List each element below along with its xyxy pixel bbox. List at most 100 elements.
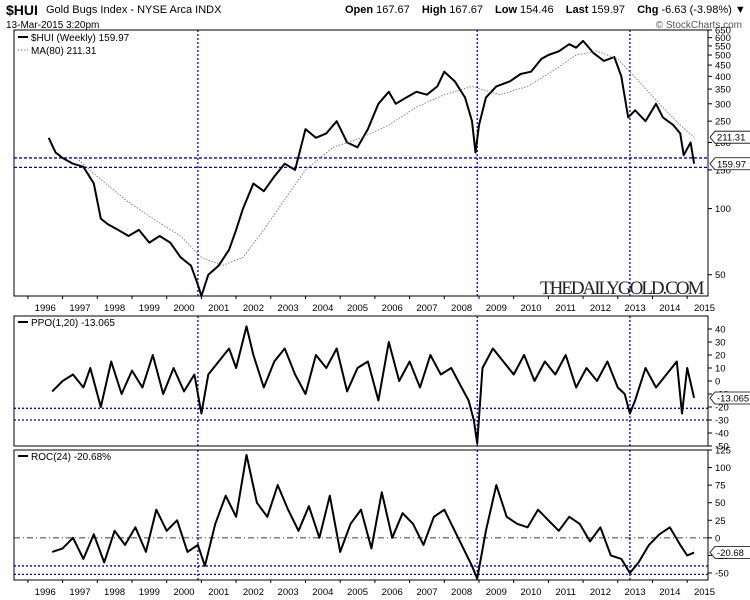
panel-title: PPO(1,20) -13.065 xyxy=(31,318,115,329)
x-tick-label: 2009 xyxy=(486,587,507,598)
high-label: High xyxy=(421,4,447,16)
x-tick-label: 2009 xyxy=(486,303,507,314)
symbol: $HUI xyxy=(6,2,38,18)
x-tick-label: 2015 xyxy=(694,303,715,314)
last-label: Last xyxy=(565,4,589,16)
low-value: 154.46 xyxy=(520,4,554,16)
y-tick-label: 100 xyxy=(715,463,731,474)
x-tick-label: 2008 xyxy=(451,587,472,598)
panel-frame-2 xyxy=(13,449,709,581)
x-tick-label: 2005 xyxy=(347,587,368,598)
y-tick-label: 500 xyxy=(715,51,731,62)
y-tick-label: 250 xyxy=(715,117,731,128)
price-series-line xyxy=(51,453,695,580)
ma-value-tag-box xyxy=(709,130,750,144)
timestamp: 13-Mar-2015 3:20pm xyxy=(6,20,100,31)
y-tick-label: 40 xyxy=(715,325,726,336)
roc-value-tag-box xyxy=(709,545,750,559)
y-tick-label: 150 xyxy=(715,165,731,176)
x-tick-label: 2007 xyxy=(416,303,437,314)
y-tick-label: 600 xyxy=(715,33,731,44)
x-tick-label: 2010 xyxy=(520,587,541,598)
x-tick-label: 2003 xyxy=(278,303,299,314)
x-tick-label: 2002 xyxy=(243,587,264,598)
y-tick-label: -40 xyxy=(715,429,729,440)
x-tick-label: 2000 xyxy=(173,303,194,314)
last-value-tag-box xyxy=(709,157,750,171)
y-tick-label: 50 xyxy=(715,270,726,281)
last-value-tag: 159.97 xyxy=(717,159,746,170)
x-tick-label: 1999 xyxy=(139,587,160,598)
x-tick-label: 2004 xyxy=(312,587,333,598)
y-tick-label: -50 xyxy=(715,442,729,453)
y-tick-label: 400 xyxy=(715,72,731,83)
x-tick-label: 2011 xyxy=(556,303,576,314)
x-tick-label: 1998 xyxy=(104,303,125,314)
x-tick-label: 1996 xyxy=(35,587,56,598)
x-tick-label: 1997 xyxy=(69,303,90,314)
y-tick-label: 30 xyxy=(715,338,726,349)
x-tick-label: 2013 xyxy=(625,303,646,314)
y-tick-label: 0 xyxy=(715,533,720,544)
x-tick-label: 2010 xyxy=(520,303,541,314)
x-tick-label: 2014 xyxy=(659,587,680,598)
x-tick-label: 2008 xyxy=(451,303,472,314)
ppo-value-tag-box xyxy=(709,391,750,405)
ma-value-tag: 211.31 xyxy=(717,133,745,144)
x-tick-label: 2001 xyxy=(208,587,229,598)
y-tick-label: 125 xyxy=(715,446,731,457)
x-tick-label: 2015 xyxy=(694,587,715,598)
chg-down-icon: ▼ xyxy=(734,4,746,16)
x-tick-label: 2013 xyxy=(625,587,646,598)
y-tick-label: 650 xyxy=(715,26,731,37)
y-tick-label: 25 xyxy=(715,516,726,527)
open-value: 167.67 xyxy=(376,4,410,16)
y-tick-label: -20 xyxy=(715,403,729,414)
copyright: © StockCharts.com xyxy=(655,20,742,31)
x-tick-label: 2001 xyxy=(208,303,229,314)
panel-frame-0 xyxy=(13,29,709,297)
x-tick-label: 2012 xyxy=(590,587,611,598)
x-tick-label: 1998 xyxy=(104,587,125,598)
y-tick-label: 0 xyxy=(715,377,720,388)
y-tick-label: -30 xyxy=(715,416,729,427)
x-tick-label: 1999 xyxy=(139,303,160,314)
open-label: Open xyxy=(345,4,374,16)
roc-value-tag: -20.68 xyxy=(717,548,744,559)
x-tick-label: 1996 xyxy=(35,303,56,314)
x-tick-label: 2006 xyxy=(382,587,403,598)
ppo-value-tag: -13.065 xyxy=(717,393,749,404)
quote-bar: Open 167.67 High 167.67 Low 154.46 Last 159.… xyxy=(345,4,746,16)
x-tick-label: 2012 xyxy=(590,303,611,314)
y-tick-label: 75 xyxy=(715,481,726,492)
y-tick-label: 350 xyxy=(715,85,731,96)
price-series-line xyxy=(51,325,696,445)
x-tick-label: 2002 xyxy=(243,303,264,314)
y-tick-label: 20 xyxy=(715,351,726,362)
x-tick-label: 2007 xyxy=(416,587,437,598)
x-tick-label: 2000 xyxy=(173,587,194,598)
x-tick-label: 1997 xyxy=(69,587,90,598)
x-tick-label: 2014 xyxy=(659,303,680,314)
legend-ma: MA(80) 211.31 xyxy=(31,46,97,57)
y-tick-label: 100 xyxy=(715,204,731,215)
watermark: THEDAILYGOLD.COM xyxy=(540,278,705,299)
legend-price: $HUI (Weekly) 159.97 xyxy=(31,33,130,44)
x-tick-label: 2003 xyxy=(278,587,299,598)
ma-series-line xyxy=(76,50,695,267)
last-value: 159.97 xyxy=(591,4,626,16)
index-name: Gold Bugs Index - NYSE Arca INDX xyxy=(46,4,222,16)
chg-value: -6.63 (-3.98%) xyxy=(661,4,732,16)
high-value: 167.67 xyxy=(449,4,483,16)
y-tick-label: 10 xyxy=(715,364,726,375)
y-tick-label: -50 xyxy=(715,568,729,579)
x-tick-label: 2006 xyxy=(382,303,403,314)
low-label: Low xyxy=(495,4,518,16)
x-tick-label: 2005 xyxy=(347,303,368,314)
x-tick-label: 2011 xyxy=(556,587,576,598)
y-tick-label: 300 xyxy=(715,99,731,110)
y-tick-label: 450 xyxy=(715,61,731,72)
x-tick-label: 2004 xyxy=(312,303,333,314)
chg-label: Chg xyxy=(637,4,659,16)
